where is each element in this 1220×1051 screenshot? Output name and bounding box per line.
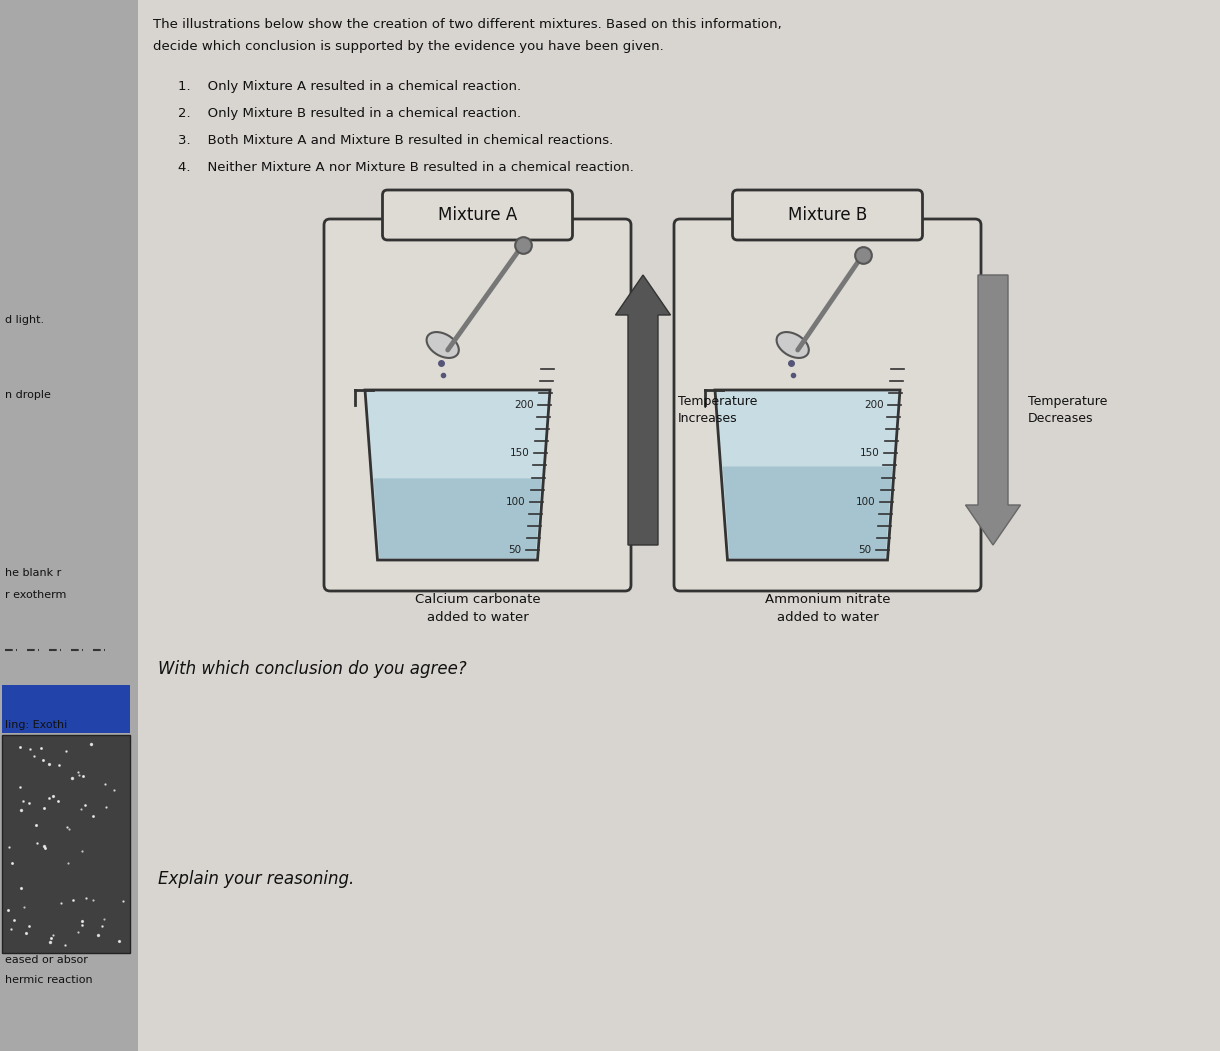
Text: Explain your reasoning.: Explain your reasoning. xyxy=(159,870,354,888)
FancyBboxPatch shape xyxy=(732,190,922,240)
Text: 3.    Both Mixture A and Mixture B resulted in chemical reactions.: 3. Both Mixture A and Mixture B resulted… xyxy=(178,133,614,147)
Text: r exotherm: r exotherm xyxy=(5,590,66,600)
Text: Ammonium nitrate
added to water: Ammonium nitrate added to water xyxy=(765,593,891,624)
Bar xyxy=(2,735,131,953)
Text: 100: 100 xyxy=(506,497,526,507)
Text: 1.    Only Mixture A resulted in a chemical reaction.: 1. Only Mixture A resulted in a chemical… xyxy=(178,80,521,92)
Text: Temperature
Decreases: Temperature Decreases xyxy=(1028,394,1108,426)
Text: he blank r: he blank r xyxy=(5,568,61,578)
Polygon shape xyxy=(715,390,900,560)
Text: Calcium carbonate
added to water: Calcium carbonate added to water xyxy=(415,593,540,624)
Text: d light.: d light. xyxy=(5,315,44,325)
FancyBboxPatch shape xyxy=(383,190,572,240)
Text: n drople: n drople xyxy=(5,390,51,400)
Text: 2.    Only Mixture B resulted in a chemical reaction.: 2. Only Mixture B resulted in a chemical… xyxy=(178,107,521,120)
Text: Mixture B: Mixture B xyxy=(788,206,867,224)
Text: 4.    Neither Mixture A nor Mixture B resulted in a chemical reaction.: 4. Neither Mixture A nor Mixture B resul… xyxy=(178,161,634,174)
FancyArrow shape xyxy=(965,275,1020,545)
Polygon shape xyxy=(365,390,550,560)
Text: Mixture A: Mixture A xyxy=(438,206,517,224)
FancyArrow shape xyxy=(616,275,671,545)
Text: Temperature
Increases: Temperature Increases xyxy=(678,394,758,426)
Text: decide which conclusion is supported by the evidence you have been given.: decide which conclusion is supported by … xyxy=(152,40,664,53)
Bar xyxy=(2,685,131,733)
Ellipse shape xyxy=(427,332,459,358)
Polygon shape xyxy=(373,478,542,558)
Text: 100: 100 xyxy=(856,497,876,507)
Text: 200: 200 xyxy=(865,400,884,410)
Text: eased or absor: eased or absor xyxy=(5,955,88,965)
FancyBboxPatch shape xyxy=(673,219,981,591)
Ellipse shape xyxy=(777,332,809,358)
Polygon shape xyxy=(722,467,892,558)
Text: 150: 150 xyxy=(860,449,880,458)
Text: hermic reaction: hermic reaction xyxy=(5,975,93,985)
Text: 200: 200 xyxy=(515,400,534,410)
Text: 50: 50 xyxy=(509,545,521,555)
Text: The illustrations below show the creation of two different mixtures. Based on th: The illustrations below show the creatio… xyxy=(152,18,782,30)
Text: 150: 150 xyxy=(510,449,529,458)
Text: ling: Exothi: ling: Exothi xyxy=(5,720,67,730)
Text: 50: 50 xyxy=(859,545,871,555)
Bar xyxy=(0,0,138,1051)
Text: With which conclusion do you agree?: With which conclusion do you agree? xyxy=(159,660,467,678)
FancyBboxPatch shape xyxy=(325,219,631,591)
